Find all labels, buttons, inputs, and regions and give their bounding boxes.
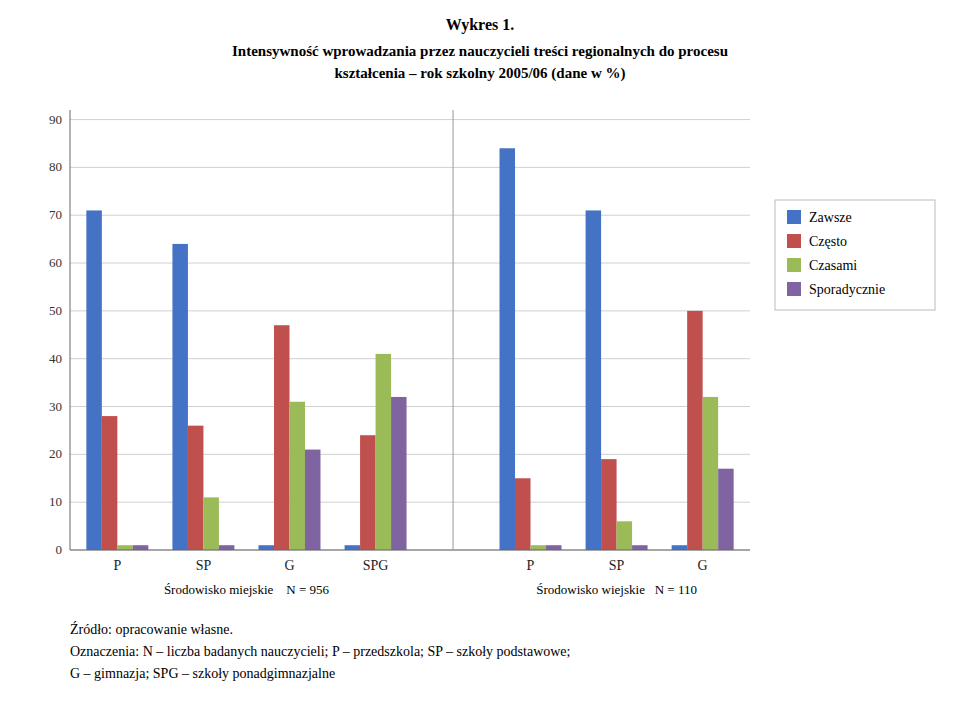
bar xyxy=(546,545,561,550)
bar xyxy=(172,244,187,550)
x-tick-label: SP xyxy=(196,558,212,573)
footnote: Źródło: opracowanie własne. xyxy=(70,621,233,637)
grid-line xyxy=(70,550,750,551)
bar xyxy=(86,210,101,550)
y-tick-label: 30 xyxy=(49,399,62,414)
bar xyxy=(203,497,218,550)
grid-line xyxy=(70,215,750,216)
bar xyxy=(117,545,132,550)
footnote: Oznaczenia: N – liczba badanych nauczyci… xyxy=(70,644,570,659)
grid-line xyxy=(70,358,750,359)
y-tick-label: 40 xyxy=(49,351,62,366)
grid-line xyxy=(70,406,750,407)
grid-line xyxy=(70,310,750,311)
bar xyxy=(376,354,391,550)
legend-entry: Sporadycznie xyxy=(809,282,885,297)
bar xyxy=(703,397,718,550)
y-tick-label: 70 xyxy=(49,207,62,222)
legend-swatch xyxy=(787,282,801,296)
x-tick-label: P xyxy=(113,558,121,573)
bar xyxy=(274,325,289,550)
bar xyxy=(500,148,515,550)
bar xyxy=(133,545,148,550)
x-tick-label: SP xyxy=(609,558,625,573)
subtitle: kształcenia – rok szkolny 2005/06 (dane … xyxy=(335,65,626,82)
bar xyxy=(305,450,320,550)
bar xyxy=(586,210,601,550)
bar xyxy=(617,521,632,550)
title: Wykres 1. xyxy=(446,16,514,34)
grid-line xyxy=(70,263,750,264)
subtitle: Intensywność wprowadzania przez nauczyci… xyxy=(232,43,728,59)
bar xyxy=(219,545,234,550)
legend-entry: Często xyxy=(809,234,847,249)
group-label: Środowisko wiejskie N = 110 xyxy=(536,582,697,597)
legend-swatch xyxy=(787,210,801,224)
legend-frame xyxy=(775,200,935,310)
y-tick-label: 20 xyxy=(49,446,62,461)
grid-line xyxy=(70,454,750,455)
bar xyxy=(531,545,546,550)
x-tick-label: P xyxy=(527,558,535,573)
bar xyxy=(345,545,360,550)
legend-swatch xyxy=(787,234,801,248)
x-tick-label: G xyxy=(698,558,708,573)
bars xyxy=(86,148,733,550)
x-tick-label: G xyxy=(284,558,294,573)
y-tick-label: 0 xyxy=(56,542,63,557)
x-axis xyxy=(70,550,750,551)
bar xyxy=(632,545,647,550)
legend-swatch xyxy=(787,258,801,272)
y-tick-label: 80 xyxy=(49,159,62,174)
bar xyxy=(718,469,733,550)
bar xyxy=(188,426,203,550)
bar xyxy=(391,397,406,550)
bar xyxy=(102,416,117,550)
bar xyxy=(672,545,687,550)
group-separator xyxy=(453,110,454,550)
y-tick-label: 10 xyxy=(49,494,62,509)
group-label: Środowisko miejskie N = 956 xyxy=(164,582,330,597)
bar xyxy=(289,402,304,550)
y-tick-label: 90 xyxy=(49,112,62,127)
bar xyxy=(515,478,530,550)
chart: Wykres 1. Intensywność wprowadzania przez… xyxy=(0,0,960,716)
bar xyxy=(601,459,616,550)
footnote: G – gimnazja; SPG – szkoły ponadgimnazja… xyxy=(70,666,335,681)
x-tick-label: SPG xyxy=(363,558,389,573)
legend-entry: Zawsze xyxy=(809,210,852,225)
grid-line xyxy=(70,119,750,120)
bar xyxy=(687,311,702,550)
bar xyxy=(259,545,274,550)
legend-entry: Czasami xyxy=(809,258,857,273)
y-axis xyxy=(70,110,71,550)
grid-line xyxy=(70,502,750,503)
y-tick-label: 50 xyxy=(49,303,62,318)
grid-line xyxy=(70,167,750,168)
y-tick-label: 60 xyxy=(49,255,62,270)
bar xyxy=(360,435,375,550)
